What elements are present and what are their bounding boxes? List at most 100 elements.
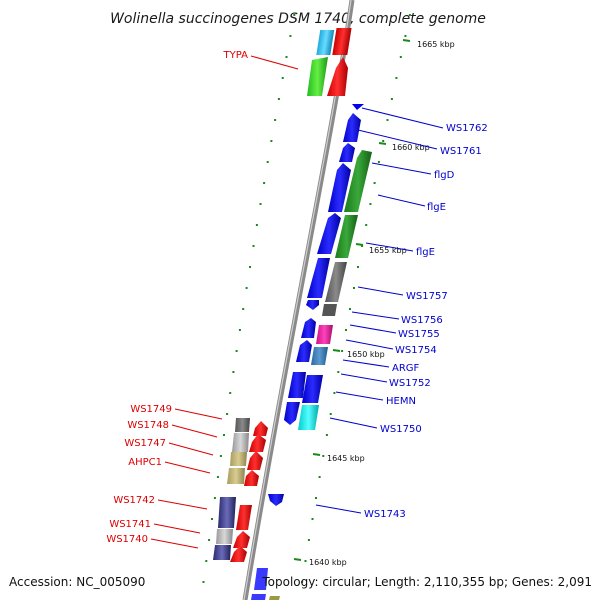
tick-dot [325,434,328,436]
gene-arrow-flge-green [335,215,358,258]
gene-label-flge-2: flgE [416,247,435,258]
tick-dot [219,455,222,457]
leader-line [371,162,432,175]
tick-dot [293,14,296,16]
tick-dot [285,56,288,58]
gene-label-ws1756: WS1756 [401,315,443,326]
tick-dot [311,518,314,520]
leader-line [171,424,218,438]
gene-block [316,30,335,55]
tick-track-outer [301,14,411,583]
gene-block [269,596,280,600]
tick-dot [229,392,232,394]
tick-dot [223,434,225,436]
gene-block-ws1750-aqua [298,405,319,430]
tick-dot [235,350,238,352]
leader-line [365,242,414,252]
tick-dot [266,161,269,163]
gene-block-ws1740 [213,545,231,560]
gene-arrow-ws1762 [352,104,364,110]
gene-arrow [327,57,348,96]
gene-arrow-flge [317,213,341,254]
scale-tick [293,558,302,561]
scale-labels: 1665 kbp 1660 kbp 1655 kbp 1650 kbp 1645… [293,39,455,567]
tick-dot [263,182,266,184]
scale-label-1665: 1665 kbp [417,40,455,49]
scale-tick [312,453,321,456]
gene-label-ws1742: WS1742 [113,495,155,506]
tick-dot [252,245,255,247]
gene-label-typa: TYPA [223,50,249,61]
gene-label-flge: flgE [427,202,446,213]
gene-arrow-ws1748-red [249,434,266,452]
genes-forward-strand [251,28,372,600]
gene-arrow-flgd [328,163,351,212]
tick-dot [404,35,407,37]
tick-dot [377,161,380,163]
tick-dot [245,287,248,289]
tick-dot [353,287,355,289]
tick-dot [349,308,351,310]
gene-arrow-ws1741-red [233,531,250,548]
tick-dot [255,224,258,226]
gene-arrow-ws1747-red [247,451,263,470]
scale-tick [355,243,364,246]
scale-label-1650: 1650 kbp [347,350,385,359]
tick-dot [315,497,317,499]
gene-block-ws1754-steel [311,347,328,365]
scale-label-1645: 1645 kbp [327,454,365,463]
tick-dot [329,413,332,415]
tick-dot [281,77,284,79]
tick-dot [369,203,372,205]
gene-label-ws1754: WS1754 [395,345,437,356]
tick-dot [408,14,411,16]
genes-reverse-strand [213,418,268,562]
gene-label-ws1761: WS1761 [440,146,482,157]
gene-arrow-ws1755 [301,318,316,338]
gene-arrow [339,143,355,162]
gene-label-ws1741: WS1741 [109,519,151,530]
leader-line [174,408,223,420]
gene-block-ws1748 [232,433,249,452]
tick-dot [301,581,304,583]
map-title: Wolinella succinogenes DSM 1740, complet… [110,11,486,27]
gene-arrow-ws1752 [288,372,306,398]
tick-dot [345,329,347,331]
gene-arrow-ws1761 [343,113,361,142]
tick-dot [318,476,321,478]
tick-dot [337,371,340,373]
scale-label-1640: 1640 kbp [309,558,347,567]
gene-label-ws1747: WS1747 [124,438,166,449]
tick-dot [289,35,292,37]
tick-dot [213,497,216,499]
leader-line [342,359,390,368]
gene-block [322,304,337,316]
leader-line [168,442,214,456]
gene-arrow-ws1756 [306,300,319,310]
leader-line [315,504,362,514]
leader-line [329,417,378,429]
gene-label-ws1757: WS1757 [406,291,448,302]
tick-dot [395,77,398,79]
leader-line [340,373,388,383]
gene-labels-left: TYPA WS1749 WS1748 WS1747 AHPC1 WS1742 W… [106,50,299,549]
tick-dot [361,245,364,247]
tick-dot [382,140,385,142]
leader-line [349,324,397,334]
scale-label-1660: 1660 kbp [392,143,430,152]
tick-dot [205,560,208,562]
gene-block [251,594,266,600]
tick-dot [242,308,245,310]
gene-label-ws1749: WS1749 [130,404,172,415]
tick-dot [373,182,376,184]
gene-label-hemn: HEMN [386,396,416,407]
gene-label-argf: ARGF [392,363,420,374]
tick-dot [277,98,280,100]
gene-block [302,375,323,403]
leader-line [164,461,211,474]
gene-block-ws1757 [325,262,347,302]
scale-tick [378,142,387,145]
gene-arrow-ws1749-red [253,421,268,436]
leader-line [351,311,400,320]
gene-label-ws1762: WS1762 [446,123,488,134]
